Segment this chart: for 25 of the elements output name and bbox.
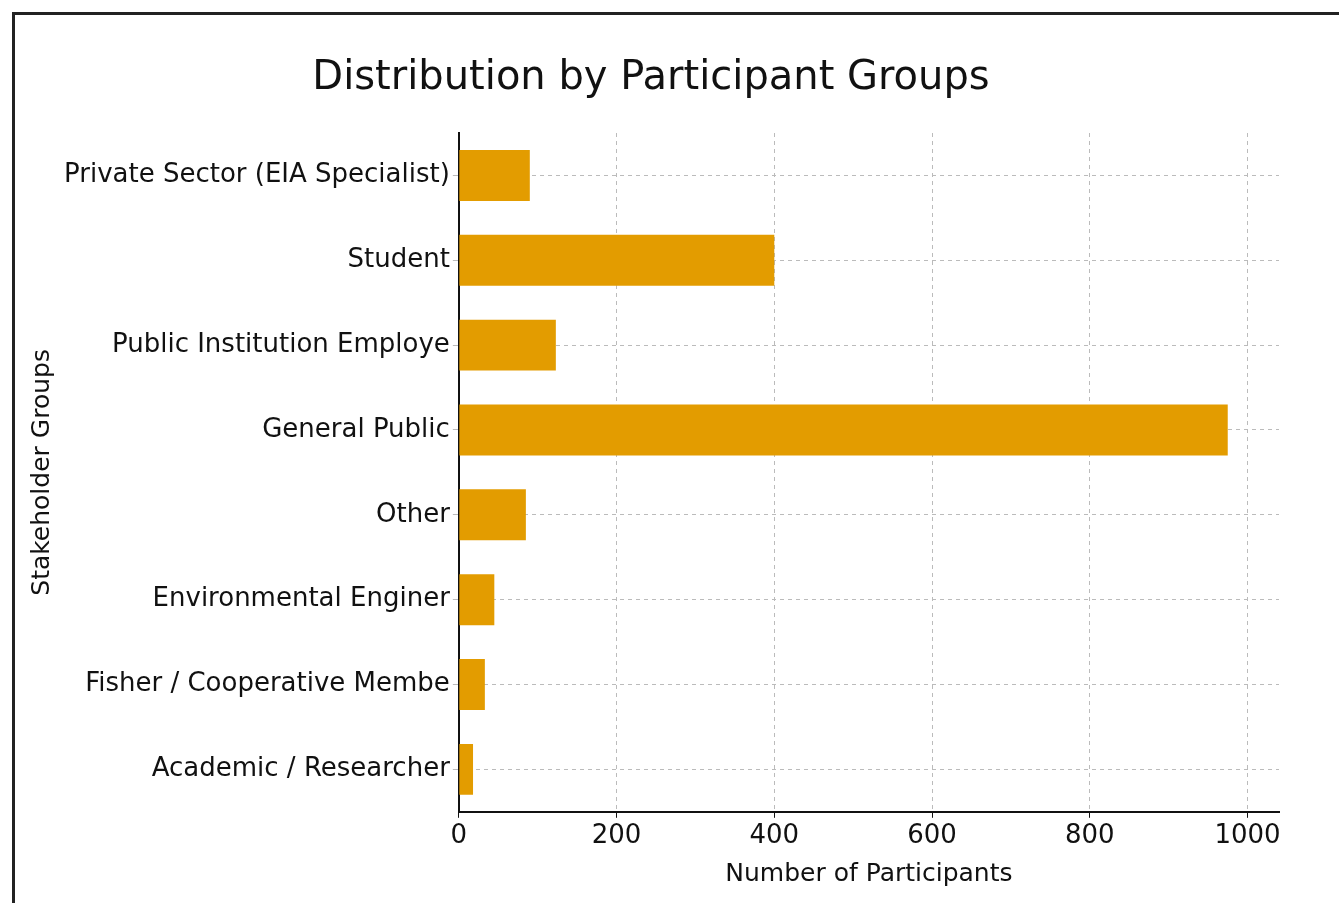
bar xyxy=(459,234,775,286)
y-tick-label: Student xyxy=(347,243,450,274)
y-tick-label: General Public xyxy=(262,412,450,443)
bar xyxy=(459,404,1228,456)
x-tick-label: 1000 xyxy=(1214,819,1281,850)
y-tick-label: Private Sector (EIA Specialist) xyxy=(63,158,450,189)
bar xyxy=(459,659,485,710)
bar xyxy=(459,149,530,201)
x-tick-label: 400 xyxy=(749,819,800,850)
chart-title: Distribution by Participant Groups xyxy=(312,52,990,99)
y-axis-title: Stakeholder Groups xyxy=(25,349,55,596)
x-axis-title: Number of Participants xyxy=(725,857,1013,887)
bar xyxy=(459,319,556,371)
bar xyxy=(459,743,474,795)
x-tick-label: 200 xyxy=(591,819,642,850)
bar xyxy=(459,574,495,626)
y-tick-label: Environmental Enginer xyxy=(152,582,451,613)
y-tick-label: Public Institution Employe xyxy=(111,327,450,358)
y-tick-label: Fisher / Cooperative Membe xyxy=(85,667,450,698)
x-tick-label: 800 xyxy=(1064,819,1115,850)
x-tick-label: 0 xyxy=(450,819,468,850)
bar xyxy=(459,489,526,541)
y-tick-label: Academic / Researcher xyxy=(151,752,451,783)
y-tick-label: Other xyxy=(376,497,451,528)
x-tick-label: 600 xyxy=(907,819,957,850)
